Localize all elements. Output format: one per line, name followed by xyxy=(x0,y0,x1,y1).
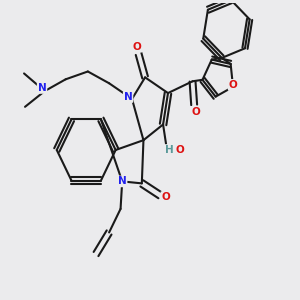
Text: O: O xyxy=(176,145,184,155)
Text: O: O xyxy=(229,80,237,90)
Text: N: N xyxy=(38,83,46,93)
Text: O: O xyxy=(161,192,170,202)
Text: H: H xyxy=(165,145,174,155)
Text: O: O xyxy=(133,42,141,52)
Text: O: O xyxy=(191,107,200,117)
Text: N: N xyxy=(118,176,127,186)
Text: N: N xyxy=(124,92,133,102)
